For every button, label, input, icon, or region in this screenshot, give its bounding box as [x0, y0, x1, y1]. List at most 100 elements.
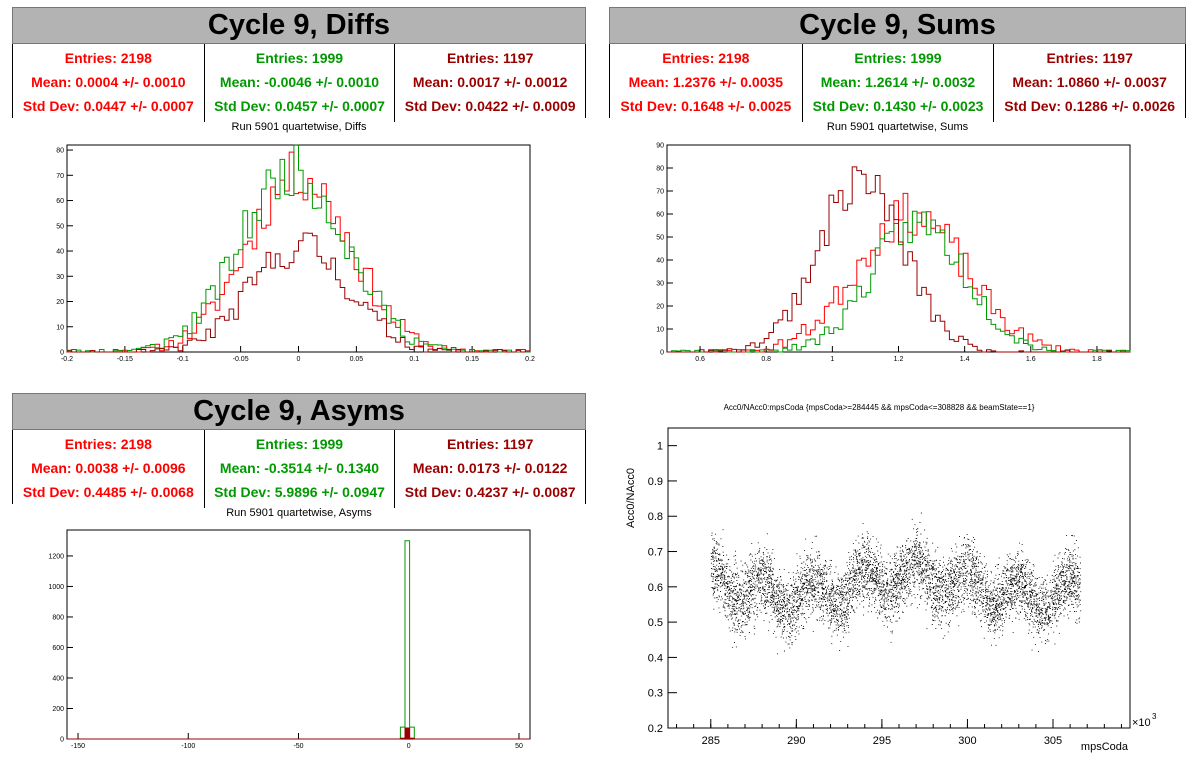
- y-tick-label: 600: [52, 645, 64, 652]
- stat-entries: Entries: 1197: [446, 436, 534, 452]
- histogram-series: [66, 144, 530, 353]
- diffs-header: Cycle 9, Diffs: [12, 7, 586, 44]
- stat-mean: Mean: 0.0004 +/- 0.0010: [31, 74, 186, 90]
- y-tick-label: 20: [656, 304, 664, 311]
- y-tick-label: 80: [56, 148, 64, 155]
- stat-std: Std Dev: 0.0422 +/- 0.0009: [404, 98, 576, 114]
- x-tick-label: 285: [702, 735, 720, 747]
- x-tick-label: 1.8: [1092, 356, 1102, 363]
- x-tick-label: -100: [181, 743, 195, 750]
- y-tick-label: 0.4: [648, 652, 663, 664]
- y-tick-label: 20: [56, 299, 64, 306]
- y-tick-label: 40: [656, 258, 664, 265]
- scatter-title: Acc0/NAcc0:mpsCoda {mpsCoda>=284445 && m…: [724, 403, 1035, 412]
- stat-std: Std Dev: 0.0457 +/- 0.0007: [214, 98, 385, 114]
- stat-mean: Mean: -0.3514 +/- 0.1340: [219, 460, 380, 476]
- x-multiplier-exponent: 3: [1152, 712, 1157, 721]
- stat-std: Std Dev: 0.0447 +/- 0.0007: [22, 98, 194, 114]
- y-tick-label: 10: [56, 324, 64, 331]
- stat-mean: Mean: 1.0860 +/- 0.0037: [1012, 74, 1167, 90]
- y-tick-label: 200: [52, 706, 64, 713]
- stat-entries: Entries: 2198: [64, 50, 152, 66]
- x-tick-label: 50: [515, 743, 523, 750]
- stat-entries: Entries: 1197: [1046, 50, 1133, 66]
- stat-std: Std Dev: 0.1430 +/- 0.0023: [812, 98, 984, 114]
- y-tick-label: 1: [657, 441, 663, 453]
- x-tick-label: 0.1: [409, 356, 419, 363]
- y-tick-label: 0.8: [648, 511, 663, 523]
- x-tick-label: 1: [830, 356, 834, 363]
- y-tick-label: 50: [56, 223, 64, 230]
- stat-entries: Entries: 1197: [446, 50, 534, 66]
- x-tick-label: -50: [293, 743, 303, 750]
- y-tick-label: 800: [52, 614, 64, 621]
- stat-std: Std Dev: 0.4237 +/- 0.0087: [404, 484, 576, 500]
- sums-subtitle: Run 5901 quartetwise, Sums: [826, 121, 969, 133]
- x-tick-label: 290: [787, 735, 805, 747]
- y-tick-label: 0.5: [648, 617, 663, 629]
- diffs-stats: Entries: 2198 Mean: 0.0004 +/- 0.0010 St…: [12, 44, 586, 122]
- x-axis-label: mpsCoda: [1081, 741, 1129, 753]
- sums-stats: Entries: 2198 Mean: 1.2376 +/- 0.0035 St…: [609, 44, 1186, 122]
- y-axis-label: Acc0/NAcc0: [625, 468, 637, 528]
- stat-std: Std Dev: 0.4485 +/- 0.0068: [22, 484, 194, 500]
- sums-header: Cycle 9, Sums: [609, 7, 1186, 44]
- asyms-subtitle: Run 5901 quartetwise, Asyms: [226, 507, 372, 519]
- y-tick-label: 30: [56, 274, 64, 281]
- histogram-series: [67, 727, 530, 740]
- stat-entries: Entries: 2198: [64, 436, 152, 452]
- stat-mean: Mean: 0.0173 +/- 0.0122: [412, 460, 568, 476]
- x-tick-label: 0: [407, 743, 411, 750]
- stat-mean: Mean: 0.0038 +/- 0.0096: [31, 460, 186, 476]
- stat-std: Std Dev: 0.1286 +/- 0.0026: [1004, 98, 1176, 114]
- y-tick-label: 70: [56, 173, 64, 180]
- scatter-points: [710, 512, 1082, 655]
- y-tick-label: 0: [60, 737, 64, 744]
- stat-entries: Entries: 1999: [255, 50, 344, 66]
- stat-mean: Mean: 0.0017 +/- 0.0012: [412, 74, 568, 90]
- y-tick-label: 60: [56, 198, 64, 205]
- x-tick-label: -0.2: [61, 356, 73, 363]
- x-tick-label: 305: [1044, 735, 1062, 747]
- stat-entries: Entries: 1999: [854, 50, 942, 66]
- x-tick-label: -0.15: [117, 356, 133, 363]
- x-tick-label: 0.2: [525, 356, 535, 363]
- x-tick-label: 1.4: [960, 356, 970, 363]
- histogram-series: [66, 232, 531, 353]
- stats-col-red: Entries: 2198 Mean: 0.0038 +/- 0.0096 St…: [13, 430, 204, 508]
- x-tick-label: 300: [958, 735, 976, 747]
- y-tick-label: 1200: [48, 553, 64, 560]
- stats-col-darkred: Entries: 1197 Mean: 0.0017 +/- 0.0012 St…: [394, 44, 585, 122]
- x-tick-label: 0.05: [350, 356, 364, 363]
- y-tick-label: 40: [56, 249, 64, 256]
- y-tick-label: 10: [656, 327, 664, 334]
- y-tick-label: 0: [660, 350, 664, 357]
- y-tick-label: 30: [656, 281, 664, 288]
- y-tick-label: 60: [656, 212, 664, 219]
- asyms-header: Cycle 9, Asyms: [12, 393, 586, 430]
- y-tick-label: 0.2: [648, 723, 663, 735]
- y-tick-label: 0.6: [648, 582, 663, 594]
- y-tick-label: 1000: [48, 584, 64, 591]
- x-tick-label: 0.15: [465, 356, 479, 363]
- stat-std: Std Dev: 0.1648 +/- 0.0025: [620, 98, 792, 114]
- stats-col-darkred: Entries: 1197 Mean: 1.0860 +/- 0.0037 St…: [993, 44, 1185, 122]
- stats-col-red: Entries: 2198 Mean: 1.2376 +/- 0.0035 St…: [610, 44, 802, 122]
- y-tick-label: 80: [656, 166, 664, 173]
- x-tick-label: 1.2: [894, 356, 904, 363]
- stat-mean: Mean: 1.2614 +/- 0.0032: [820, 74, 976, 90]
- stats-col-green: Entries: 1999 Mean: 1.2614 +/- 0.0032 St…: [801, 44, 994, 122]
- diffs-subtitle: Run 5901 quartetwise, Diffs: [231, 121, 367, 133]
- stats-col-green: Entries: 1999 Mean: -0.3514 +/- 0.1340 S…: [203, 430, 395, 508]
- y-tick-label: 0: [60, 350, 64, 357]
- x-multiplier: ×10: [1132, 717, 1151, 729]
- y-tick-label: 50: [656, 235, 664, 242]
- stat-entries: Entries: 2198: [662, 50, 750, 66]
- histogram-series: [667, 166, 1130, 353]
- stat-mean: Mean: -0.0046 +/- 0.0010: [219, 74, 380, 90]
- y-tick-label: 400: [52, 675, 64, 682]
- stats-col-red: Entries: 2198 Mean: 0.0004 +/- 0.0010 St…: [13, 44, 204, 122]
